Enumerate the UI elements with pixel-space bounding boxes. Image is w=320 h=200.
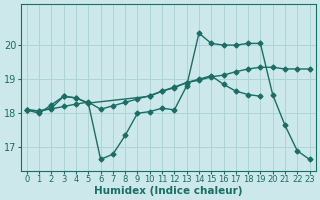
X-axis label: Humidex (Indice chaleur): Humidex (Indice chaleur) [94, 186, 243, 196]
